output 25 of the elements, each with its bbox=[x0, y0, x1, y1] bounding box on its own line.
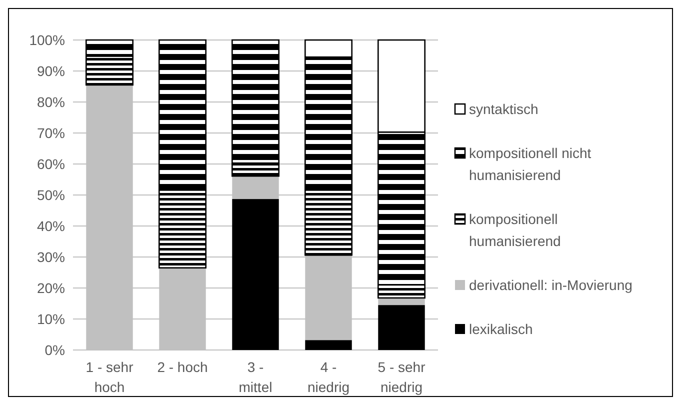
legend-label: kompositionell nicht humanisierend bbox=[469, 145, 592, 183]
y-tick-label: 10% bbox=[36, 310, 65, 327]
x-tick-label: 4 - niedrig bbox=[307, 359, 350, 395]
y-tick-label: 50% bbox=[36, 186, 65, 203]
x-tick-label: 3 - mittel bbox=[238, 359, 272, 395]
x-tick-label: 1 - sehr hoch bbox=[86, 359, 134, 395]
y-tick-label: 30% bbox=[36, 248, 65, 265]
legend-label: kompositionell humanisierend bbox=[469, 211, 561, 249]
bar bbox=[305, 340, 352, 350]
y-tick-label: 100% bbox=[29, 32, 65, 48]
y-tick-label: 0% bbox=[44, 342, 65, 358]
y-tick-label: 80% bbox=[36, 94, 65, 110]
bar bbox=[378, 305, 425, 350]
legend-label: lexikalisch bbox=[469, 321, 533, 337]
bar bbox=[232, 199, 279, 350]
x-tick-label: 2 - hoch bbox=[157, 359, 208, 375]
legend-label: syntaktisch bbox=[469, 101, 538, 117]
y-tick-label: 90% bbox=[36, 62, 65, 79]
y-tick-label: 70% bbox=[36, 124, 65, 141]
y-tick-label: 60% bbox=[36, 156, 65, 172]
y-tick-label: 40% bbox=[36, 218, 65, 234]
bar bbox=[378, 298, 425, 306]
legend-label: derivationell: in-Movierung bbox=[469, 277, 632, 293]
x-tick-label: 5 - sehr niedrig bbox=[378, 359, 426, 395]
y-tick-label: 20% bbox=[36, 280, 65, 296]
